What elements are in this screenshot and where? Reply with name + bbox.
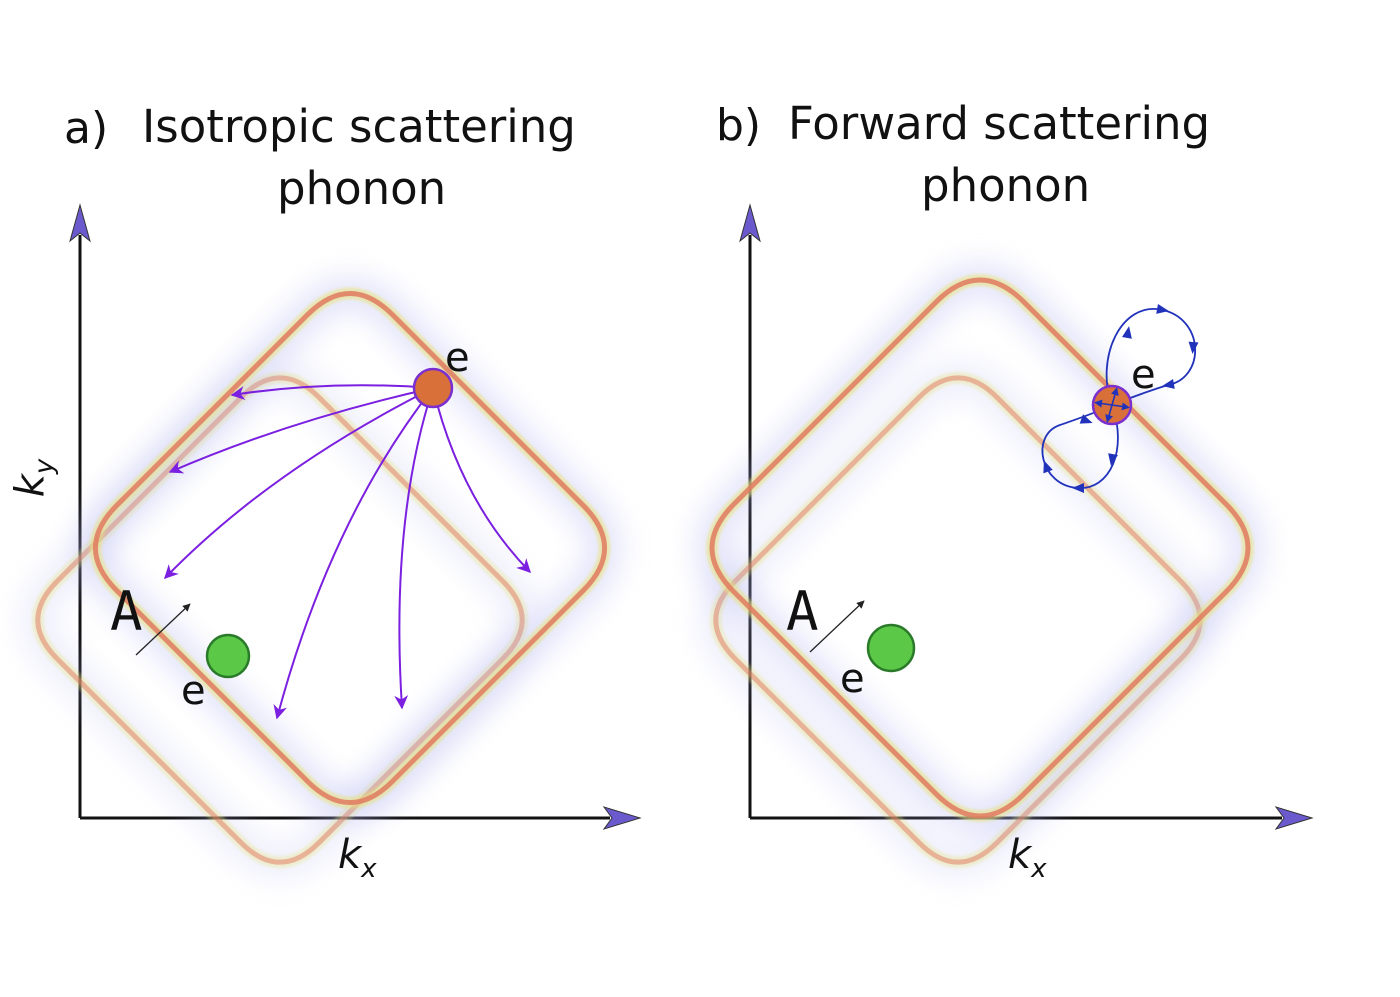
panel-a-y-axis-arrowhead (69, 203, 91, 243)
panel-a-scattering-arrow-2 (168, 387, 434, 474)
panel-a-ylabel-sub: y (29, 458, 60, 475)
panel-b-loop-arrowhead-3 (1162, 379, 1175, 389)
panel-a-point-A-label: A (110, 580, 143, 643)
panel-b-loop-arrowhead-6 (1072, 483, 1084, 493)
panel-a-scattering-arrow-1 (230, 384, 434, 401)
panel-b-label: b) (716, 100, 762, 151)
panel-a-scattering-arrow-5 (394, 387, 434, 710)
panel-b-loop-arrowhead-shape-6 (1072, 483, 1084, 493)
panel-b-title-line2: phonon (921, 159, 1091, 212)
panel-b-electron-initial (866, 623, 916, 673)
panel-b-loop-arrowhead-shape-4 (1122, 326, 1132, 339)
panel-a-shift-vector-A (135, 603, 191, 656)
panel-b-loop-arrowhead-shape-8 (1079, 414, 1093, 424)
panel-b-loop-arrowhead-shape-2 (1188, 341, 1199, 354)
panel-b-y-axis-arrowhead (739, 203, 761, 243)
panel-b-local-arrow-1 (1094, 399, 1113, 408)
panel-b-shift-vector-A (809, 600, 865, 653)
panel-a-fermi-surface-shifted-line (35, 375, 525, 865)
panel-b-loop-arrowhead-4 (1122, 326, 1132, 339)
panel-a-scattering-arrow-4 (273, 387, 434, 720)
panel-b-forward-loop-upper (1105, 308, 1197, 406)
panel-b (695, 203, 1314, 880)
panel-a-ylabel: ky (7, 459, 59, 498)
panel-a-xlabel: kx (338, 832, 377, 884)
panel-b-x-axis-arrowhead (1274, 806, 1314, 830)
panel-b-loop-arrowhead-5 (1108, 453, 1118, 466)
panel-b-xlabel: kx (1008, 832, 1047, 884)
panel-b-loop-arrowhead-shape-5 (1108, 453, 1118, 466)
panel-a-electron-scattered-label: e (445, 335, 470, 381)
panel-b-local-arrow-4 (1111, 387, 1119, 406)
panel-a-x-axis-arrowhead (602, 806, 642, 830)
panel-b-loop-arrowhead-7 (1043, 460, 1053, 474)
panel-b-local-arrow-2 (1111, 402, 1130, 411)
panel-a-fermi-surface-shifted-halo (31, 371, 529, 869)
panel-b-fermi-surface-line (709, 277, 1251, 819)
panel-a-fermi-surface-shifted-glow (20, 360, 540, 880)
panel-b-local-arrow-3 (1105, 404, 1113, 423)
panel-b-loop-arrowhead-shape-1 (1156, 304, 1169, 314)
panel-b-xlabel-sub: x (1031, 854, 1047, 884)
panel-b-loop-arrowhead-shape-3 (1162, 379, 1175, 389)
panel-a-fermi-surface-shifted (20, 360, 540, 880)
panel-a-label: a) (64, 103, 109, 154)
panel-b-loop-arrowhead-8 (1079, 414, 1093, 424)
panel-b-point-A-label: A (786, 580, 819, 643)
panel-b-title-line1: Forward scattering (788, 97, 1211, 150)
panel-a-xlabel-main: k (338, 832, 362, 878)
panel-b-electron-scattered-label: e (1131, 352, 1156, 398)
panel-b-xlabel-main: k (1008, 832, 1032, 878)
panel-a-scattering-arrow-6 (432, 387, 531, 574)
panel-b-loop-arrowhead-1 (1156, 304, 1169, 314)
panel-a-xlabel-sub: x (361, 854, 377, 884)
panel-a-electron-scattered (412, 367, 454, 409)
panel-a-ylabel-main: k (7, 474, 54, 498)
panel-a (20, 203, 642, 880)
panel-a-fermi-surface-line (93, 291, 607, 805)
panel-a-title-line1: Isotropic scattering (142, 100, 576, 153)
panel-a-scattering-arrow-3 (164, 387, 434, 580)
panel-a-electron-initial (205, 633, 251, 679)
panel-b-loop-arrowhead-2 (1188, 341, 1199, 354)
panel-b-electron-initial-label: e (840, 656, 865, 702)
panel-a-fermi-surface (78, 276, 622, 820)
panel-a-title-line2: phonon (277, 162, 447, 215)
panel-b-fermi-surface (695, 263, 1265, 833)
panel-b-loop-arrowhead-shape-7 (1043, 460, 1053, 474)
panel-a-electron-initial-label: e (181, 668, 206, 714)
